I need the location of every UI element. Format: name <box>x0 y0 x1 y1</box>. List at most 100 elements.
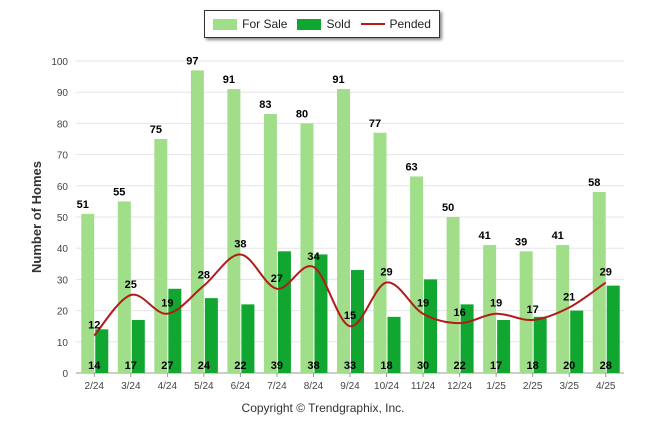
legend-item-for-sale[interactable]: For Sale <box>213 17 287 31</box>
data-label-pended: 16 <box>453 307 465 319</box>
data-label-pended: 19 <box>161 298 173 310</box>
bar-for-sale <box>154 139 168 373</box>
data-label-sold: 33 <box>344 360 356 372</box>
data-label-for-sale: 63 <box>405 161 417 173</box>
data-label-pended: 27 <box>271 273 283 285</box>
bar-for-sale <box>556 245 570 373</box>
bar-for-sale <box>410 176 424 373</box>
y-tick-label: 60 <box>57 182 69 193</box>
data-label-pended: 29 <box>600 267 612 279</box>
data-label-sold: 17 <box>490 360 502 372</box>
bar-for-sale <box>373 132 387 373</box>
data-label-for-sale: 39 <box>515 236 527 248</box>
y-tick-label: 40 <box>57 244 69 255</box>
data-label-pended: 19 <box>490 298 502 310</box>
x-tick-label: 2/24 <box>85 381 105 392</box>
legend-item-pended[interactable]: Pended <box>360 17 431 31</box>
data-label-sold: 28 <box>600 360 612 372</box>
data-label-pended: 28 <box>198 270 210 282</box>
data-label-sold: 39 <box>271 360 283 372</box>
x-tick-label: 11/24 <box>411 381 436 392</box>
y-axis-title: Number of Homes <box>29 161 44 273</box>
x-tick-label: 3/25 <box>559 381 579 392</box>
data-label-sold: 24 <box>198 360 211 372</box>
data-label-pended: 21 <box>563 291 575 303</box>
bar-for-sale <box>519 251 533 373</box>
data-label-for-sale: 58 <box>588 177 600 189</box>
pended-swatch <box>360 23 385 25</box>
data-label-pended: 19 <box>417 298 429 310</box>
data-label-pended: 38 <box>234 238 246 250</box>
y-tick-label: 100 <box>51 57 68 68</box>
sold-swatch <box>297 18 322 30</box>
bar-for-sale <box>592 192 606 373</box>
data-label-for-sale: 51 <box>77 199 89 211</box>
bar-sold <box>424 279 438 373</box>
bar-sold <box>314 254 328 373</box>
data-label-for-sale: 77 <box>369 118 381 130</box>
x-tick-label: 3/24 <box>121 381 141 392</box>
data-label-sold: 27 <box>161 360 173 372</box>
y-tick-label: 80 <box>57 119 69 130</box>
bar-sold <box>387 316 401 373</box>
x-tick-label: 1/25 <box>486 381 506 392</box>
legend-label-sold: Sold <box>326 17 351 31</box>
x-tick-label: 4/24 <box>158 381 178 392</box>
x-tick-label: 7/24 <box>267 381 287 392</box>
x-tick-label: 4/25 <box>596 381 616 392</box>
legend-label-pended: Pended <box>389 17 431 31</box>
data-label-pended: 12 <box>88 320 100 332</box>
data-label-for-sale: 41 <box>552 230 564 242</box>
data-label-for-sale: 91 <box>223 74 235 86</box>
data-label-for-sale: 41 <box>479 230 491 242</box>
data-label-pended: 29 <box>380 267 392 279</box>
bar-for-sale <box>227 89 241 373</box>
data-label-sold: 22 <box>234 360 246 372</box>
bar-for-sale <box>483 245 497 373</box>
y-tick-label: 50 <box>57 213 69 224</box>
data-label-for-sale: 80 <box>296 108 308 120</box>
bar-for-sale <box>337 89 350 373</box>
bar-sold <box>533 316 547 373</box>
data-label-sold: 18 <box>527 360 539 372</box>
data-label-for-sale: 97 <box>186 55 198 67</box>
data-label-sold: 17 <box>125 360 137 372</box>
data-label-for-sale: 91 <box>332 74 344 86</box>
y-tick-label: 20 <box>57 307 69 318</box>
bar-sold <box>241 304 255 373</box>
bar-for-sale <box>190 70 204 374</box>
bar-sold <box>95 329 109 373</box>
y-tick-label: 10 <box>57 338 69 349</box>
data-label-pended: 25 <box>125 279 137 291</box>
bar-for-sale <box>263 114 277 373</box>
bar-for-sale <box>446 217 460 373</box>
data-label-pended: 34 <box>307 251 320 263</box>
bar-sold <box>204 298 218 373</box>
copyright-footer: Copyright © Trendgraphix, Inc. <box>241 401 405 415</box>
y-tick-label: 70 <box>57 151 69 162</box>
bar-sold <box>497 319 511 373</box>
data-label-sold: 18 <box>380 360 392 372</box>
data-label-for-sale: 50 <box>442 202 454 214</box>
data-label-pended: 17 <box>527 304 539 316</box>
bar-sold <box>131 319 145 373</box>
bar-sold <box>570 310 584 373</box>
legend-item-sold[interactable]: Sold <box>297 17 351 31</box>
data-label-for-sale: 83 <box>259 99 271 111</box>
data-label-for-sale: 55 <box>113 186 125 198</box>
x-tick-label: 5/24 <box>194 381 214 392</box>
pended-line <box>93 253 607 337</box>
x-tick-label: 2/25 <box>523 381 543 392</box>
data-label-sold: 38 <box>307 360 319 372</box>
legend-label-for-sale: For Sale <box>242 17 288 31</box>
data-label-sold: 20 <box>563 360 575 372</box>
data-label-pended: 15 <box>344 310 356 322</box>
y-tick-label: 90 <box>57 88 69 99</box>
for-sale-swatch <box>213 18 238 30</box>
bar-for-sale <box>117 201 131 373</box>
x-tick-label: 6/24 <box>231 381 251 392</box>
x-tick-label: 9/24 <box>340 381 360 392</box>
bar-for-sale <box>81 213 95 373</box>
